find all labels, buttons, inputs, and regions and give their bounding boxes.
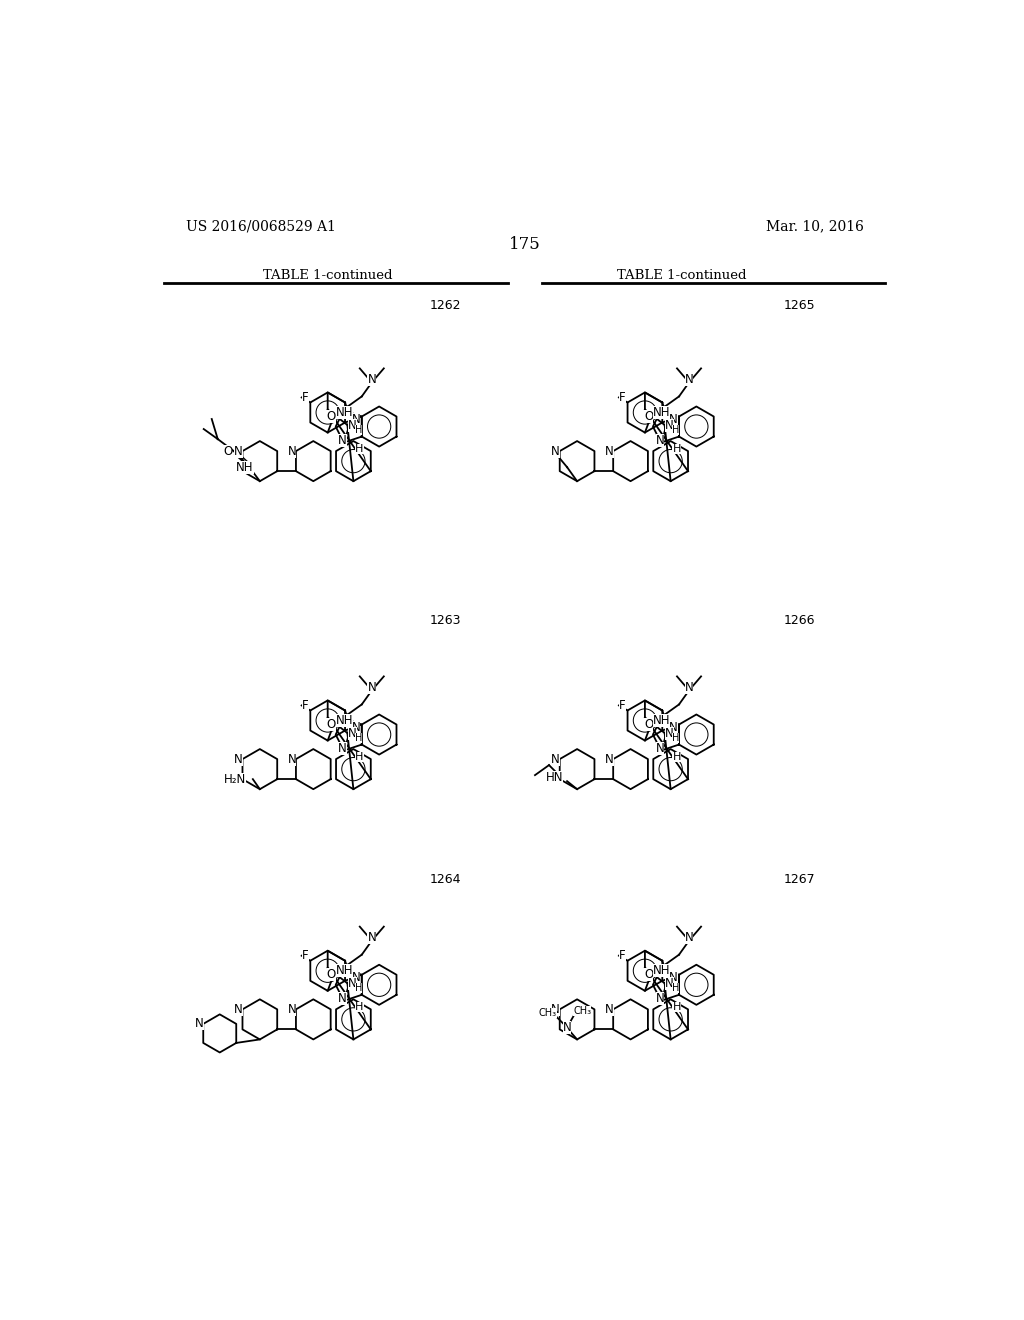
Text: H: H (673, 752, 681, 762)
Text: N: N (288, 752, 296, 766)
Text: N: N (288, 445, 296, 458)
Text: N: N (368, 681, 376, 694)
Text: F: F (620, 391, 626, 404)
Text: N: N (234, 752, 243, 766)
Text: N: N (685, 374, 693, 385)
Text: N: N (551, 752, 560, 766)
Text: Mar. 10, 2016: Mar. 10, 2016 (766, 219, 863, 234)
Text: O: O (644, 968, 653, 981)
Text: H: H (673, 1002, 681, 1012)
Text: O: O (327, 718, 336, 730)
Text: O: O (223, 445, 232, 458)
Text: N: N (368, 374, 376, 385)
Text: N: N (669, 721, 678, 734)
Text: N: N (195, 1018, 204, 1031)
Text: N: N (234, 1003, 243, 1016)
Text: TABLE 1-continued: TABLE 1-continued (617, 269, 746, 282)
Text: H: H (354, 425, 362, 436)
Text: H₂N: H₂N (223, 772, 246, 785)
Text: N: N (351, 721, 360, 734)
Text: NH: NH (237, 461, 254, 474)
Text: N: N (368, 931, 376, 944)
Text: F: F (620, 700, 626, 711)
Text: US 2016/0068529 A1: US 2016/0068529 A1 (186, 219, 336, 234)
Text: F: F (302, 949, 308, 962)
Text: N: N (562, 1020, 571, 1034)
Text: N: N (234, 445, 243, 458)
Text: N: N (669, 972, 678, 985)
Text: NH: NH (653, 714, 671, 727)
Text: N: N (338, 993, 347, 1006)
Text: 1262: 1262 (429, 298, 461, 312)
Text: NH: NH (653, 407, 671, 418)
Text: N: N (551, 445, 560, 458)
Text: H: H (354, 733, 362, 743)
Text: N: N (348, 418, 356, 432)
Text: N: N (288, 1003, 296, 1016)
Text: F: F (620, 949, 626, 962)
Text: N: N (655, 993, 665, 1006)
Text: O: O (644, 409, 653, 422)
Text: N: N (551, 1003, 560, 1016)
Text: N: N (348, 726, 356, 739)
Text: N: N (666, 977, 674, 990)
Text: 1263: 1263 (429, 614, 461, 627)
Text: N: N (666, 726, 674, 739)
Text: H: H (672, 733, 679, 743)
Text: N: N (605, 752, 613, 766)
Text: F: F (302, 391, 308, 404)
Text: TABLE 1-continued: TABLE 1-continued (263, 269, 392, 282)
Text: H: H (355, 752, 364, 762)
Text: H: H (355, 1002, 364, 1012)
Text: CH₃: CH₃ (539, 1008, 557, 1018)
Text: 175: 175 (509, 236, 541, 253)
Text: 1264: 1264 (429, 873, 461, 886)
Text: HN: HN (546, 771, 563, 784)
Text: 1266: 1266 (783, 614, 815, 627)
Text: N: N (655, 434, 665, 447)
Text: NH: NH (336, 964, 353, 977)
Text: H: H (672, 425, 679, 436)
Text: N: N (351, 413, 360, 426)
Text: N: N (338, 434, 347, 447)
Text: N: N (669, 413, 678, 426)
Text: N: N (666, 418, 674, 432)
Text: H: H (354, 983, 362, 993)
Text: N: N (685, 931, 693, 944)
Text: 1265: 1265 (783, 298, 815, 312)
Text: NH: NH (336, 407, 353, 418)
Text: H: H (355, 444, 364, 454)
Text: O: O (644, 718, 653, 730)
Text: NH: NH (653, 964, 671, 977)
Text: F: F (302, 700, 308, 711)
Text: N: N (348, 977, 356, 990)
Text: CH₃: CH₃ (573, 1006, 591, 1016)
Text: N: N (351, 972, 360, 985)
Text: H: H (672, 983, 679, 993)
Text: 1267: 1267 (783, 873, 815, 886)
Text: O: O (327, 968, 336, 981)
Text: N: N (655, 742, 665, 755)
Text: O: O (327, 409, 336, 422)
Text: N: N (605, 1003, 613, 1016)
Text: N: N (685, 681, 693, 694)
Text: H: H (673, 444, 681, 454)
Text: N: N (605, 445, 613, 458)
Text: NH: NH (336, 714, 353, 727)
Text: N: N (338, 742, 347, 755)
